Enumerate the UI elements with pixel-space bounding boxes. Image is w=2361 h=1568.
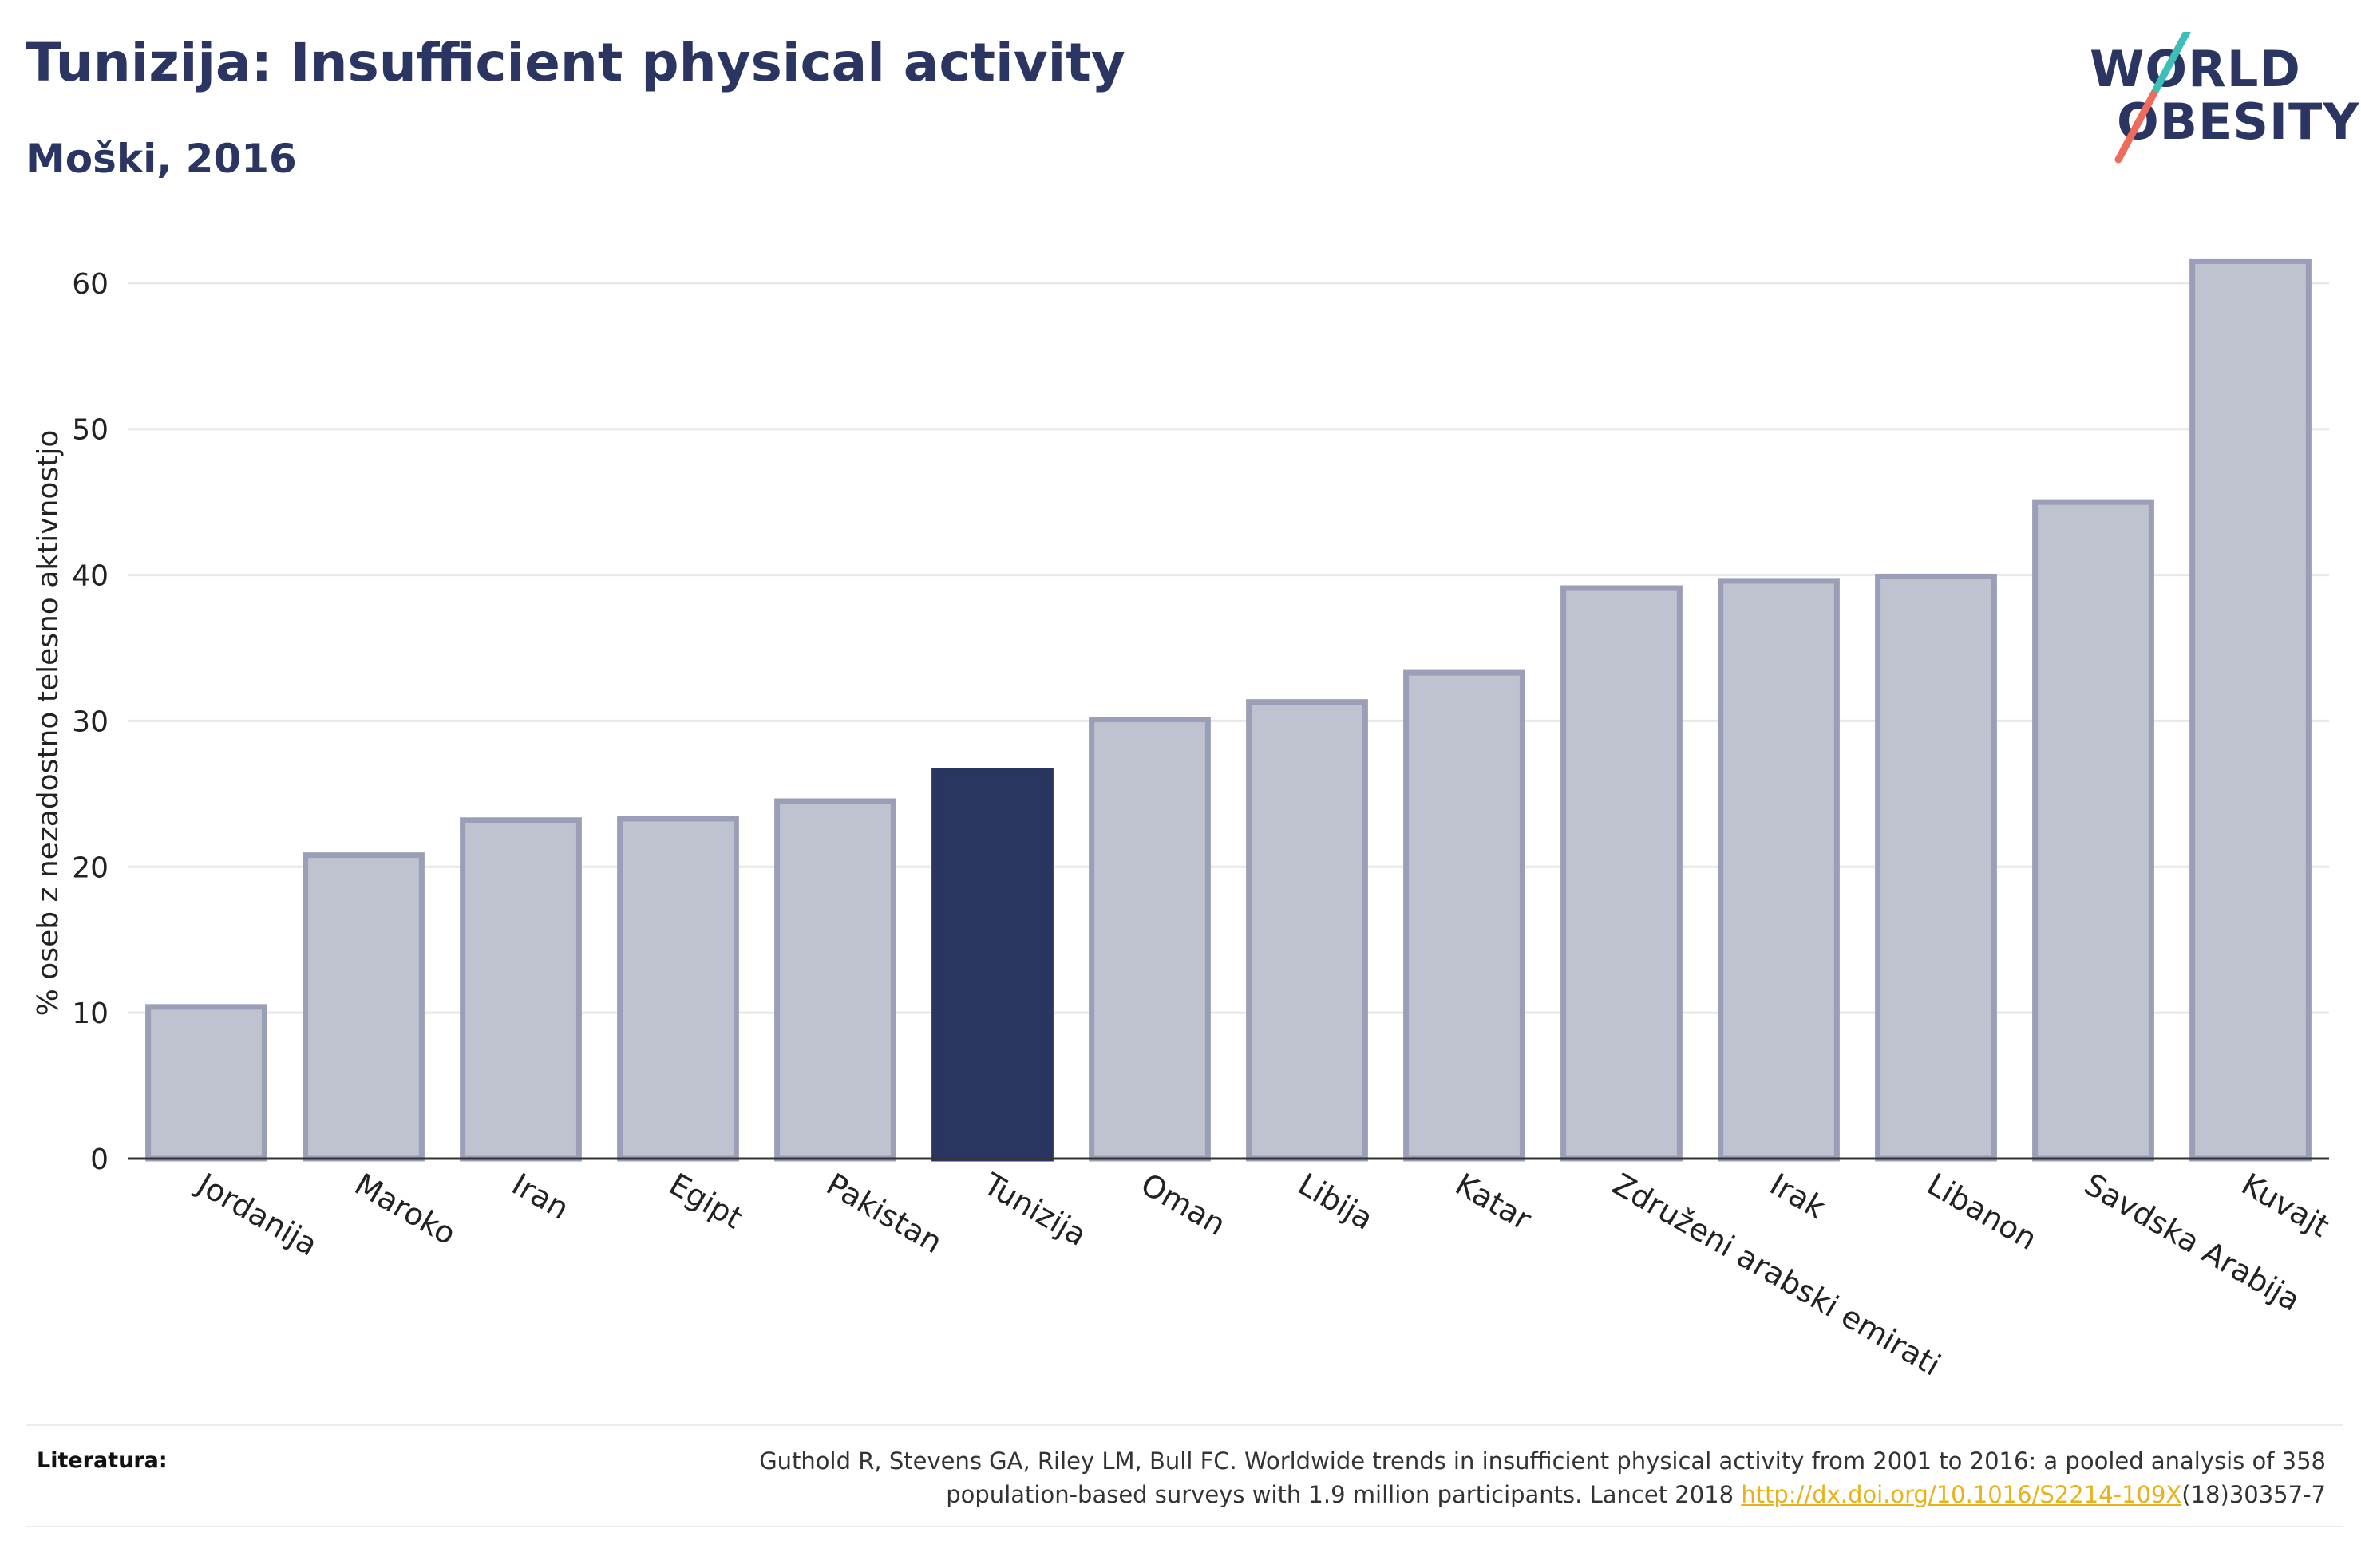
reference-line-1: Guthold R, Stevens GA, Riley LM, Bull FC… <box>759 1448 2326 1475</box>
x-tick-label: Tunizija <box>977 1166 1093 1253</box>
reference-doi-link[interactable]: http://dx.doi.org/10.1016/S2214-109X <box>1741 1481 2182 1508</box>
reference-line-2: population-based surveys with 1.9 millio… <box>946 1481 1742 1508</box>
y-tick-label: 60 <box>72 268 109 301</box>
bar-savdska-arabija <box>2032 499 2154 1162</box>
bar-jordanija <box>145 1004 267 1162</box>
logo-text-world: WORLD <box>2090 40 2301 98</box>
x-tick-label: Kuvajt <box>2236 1167 2335 1244</box>
chart-grid <box>128 282 2329 1014</box>
bar-libanon <box>1875 573 1997 1162</box>
bar-katar <box>1403 669 1525 1162</box>
y-axis-ticks: 0 10 20 30 40 50 60 <box>72 268 109 1176</box>
x-tick-label: Egipt <box>663 1167 749 1236</box>
bar-tunizija <box>931 768 1054 1162</box>
x-tick-label: Pakistan <box>821 1167 948 1261</box>
x-tick-label: Katar <box>1449 1167 1537 1238</box>
chart-subtitle: Moški, 2016 <box>26 136 297 182</box>
bar-egipt <box>617 816 739 1162</box>
y-tick-label: 50 <box>72 414 109 447</box>
bar-chart: 0 10 20 30 40 50 60 Jordanija Maroko Iran Egipt Pa… <box>32 258 2335 1383</box>
y-tick-label: 30 <box>72 705 109 738</box>
footer-divider-bottom <box>26 1526 2343 1527</box>
logo-text-obesity: OBESITY <box>2117 93 2360 151</box>
bar-iran <box>460 817 582 1162</box>
chart-title: Tunizija: Insufficient physical activity <box>26 32 1125 93</box>
reference-text: Guthold R, Stevens GA, Riley LM, Bull FC… <box>490 1444 2326 1511</box>
x-tick-label: Jordanija <box>190 1166 323 1263</box>
chart-bars <box>145 258 2312 1162</box>
x-tick-label: Iran <box>506 1167 575 1226</box>
bar-irak <box>1718 578 1840 1162</box>
y-tick-label: 10 <box>72 997 109 1030</box>
x-tick-label: Libija <box>1292 1167 1379 1237</box>
x-axis-labels: Jordanija Maroko Iran Egipt Pakistan Tunizija… <box>190 1166 2335 1383</box>
bar-pakistan <box>774 798 896 1162</box>
y-tick-label: 20 <box>72 851 109 884</box>
x-tick-label: Maroko <box>349 1167 462 1252</box>
world-obesity-logo: WORLD OBESITY <box>2075 32 2359 176</box>
y-tick-label: 0 <box>90 1143 109 1176</box>
x-tick-label: Libanon <box>1921 1167 2043 1257</box>
x-tick-label: Oman <box>1135 1167 1232 1242</box>
logo-slash-icon <box>2114 32 2191 164</box>
bar-združeni-arabski-emirati <box>1560 585 1683 1162</box>
reference-label: Literatura: <box>37 1448 168 1473</box>
footer-divider-top <box>26 1424 2343 1426</box>
y-axis-label: % oseb z nezadostno telesno aktivnostjo <box>32 430 65 1017</box>
bar-maroko <box>303 852 425 1162</box>
bar-libija <box>1246 699 1368 1162</box>
y-tick-label: 40 <box>72 560 109 593</box>
x-tick-label: Irak <box>1764 1167 1831 1226</box>
bar-kuvajt <box>2189 258 2312 1162</box>
bar-oman <box>1089 717 1211 1162</box>
reference-line-2-end: (18)30357-7 <box>2181 1481 2326 1508</box>
